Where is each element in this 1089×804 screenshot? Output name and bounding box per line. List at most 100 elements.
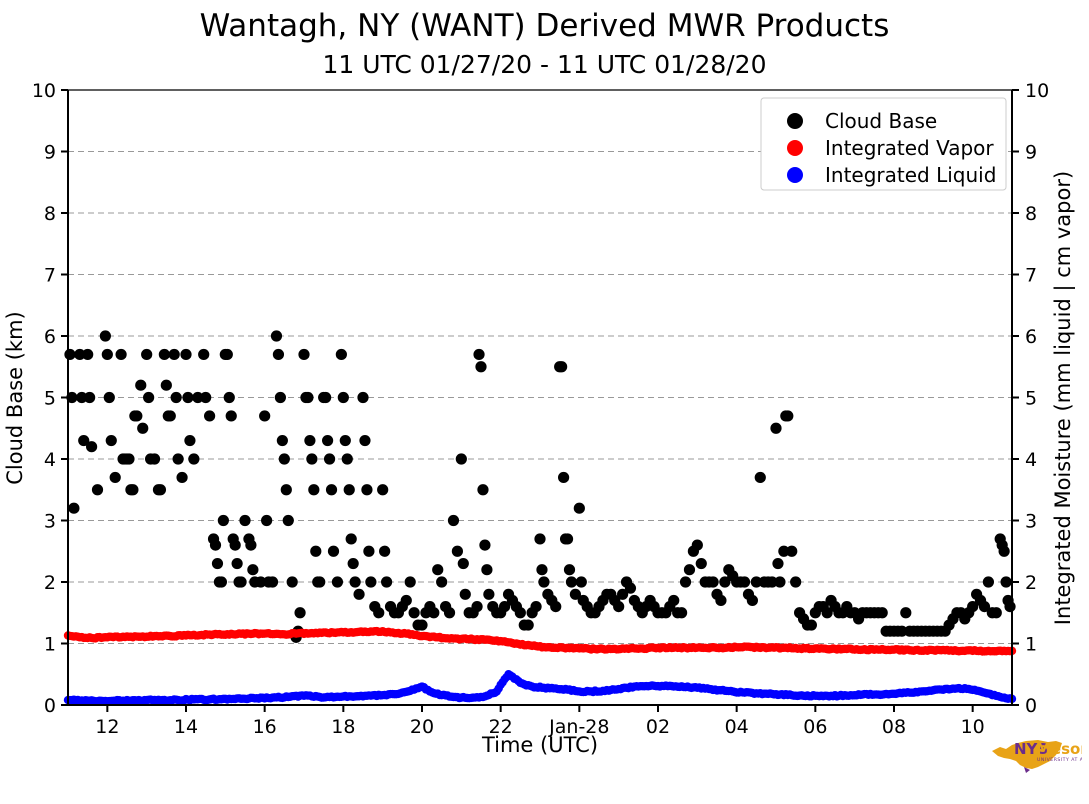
x-tick-label: 04: [725, 716, 749, 738]
data-point: [379, 546, 390, 557]
data-point: [806, 619, 817, 630]
data-point: [428, 607, 439, 618]
data-point: [239, 515, 250, 526]
data-point: [373, 607, 384, 618]
data-point: [558, 472, 569, 483]
data-point: [64, 349, 75, 360]
data-point: [344, 484, 355, 495]
y2-tick-label: 5: [1025, 388, 1037, 410]
data-point: [692, 540, 703, 551]
data-point: [786, 546, 797, 557]
series-integrated-vapor: [64, 627, 1016, 656]
data-point: [277, 435, 288, 446]
data-point: [483, 589, 494, 600]
data-point: [1001, 576, 1012, 587]
data-point: [471, 601, 482, 612]
data-point: [359, 435, 370, 446]
data-point: [306, 453, 317, 464]
data-point: [991, 607, 1002, 618]
data-point: [324, 453, 335, 464]
data-point: [123, 453, 134, 464]
y-axis-label: Cloud Base (km): [3, 311, 27, 484]
data-point: [68, 503, 79, 514]
data-point: [625, 583, 636, 594]
series-cloud-base: [64, 330, 1015, 643]
y2-tick-label: 8: [1025, 203, 1037, 225]
chart-figure: Wantagh, NY (WANT) Derived MWR Products …: [0, 0, 1089, 804]
data-point: [534, 533, 545, 544]
data-point: [173, 453, 184, 464]
data-point: [271, 330, 282, 341]
logo-mesonet-text: Mesonet: [1036, 740, 1082, 758]
x-tick-label: 18: [331, 716, 355, 738]
data-point: [82, 349, 93, 360]
data-point: [226, 410, 237, 421]
data-point: [342, 453, 353, 464]
data-point: [84, 392, 95, 403]
data-point: [302, 392, 313, 403]
x-tick-label: 06: [803, 716, 827, 738]
data-point: [314, 576, 325, 587]
data-point: [102, 349, 113, 360]
data-point: [782, 410, 793, 421]
y2-tick-label: 4: [1025, 449, 1037, 471]
data-point: [770, 423, 781, 434]
data-point: [353, 589, 364, 600]
y-tick-label: 0: [44, 695, 56, 717]
data-point: [739, 576, 750, 587]
data-point: [377, 484, 388, 495]
data-point: [536, 564, 547, 575]
data-point: [515, 607, 526, 618]
data-point: [680, 576, 691, 587]
data-point: [444, 607, 455, 618]
data-point: [409, 607, 420, 618]
data-point: [92, 484, 103, 495]
x-tick-label: 20: [410, 716, 434, 738]
data-point: [381, 576, 392, 587]
data-point: [176, 472, 187, 483]
legend-label-integrated-vapor: Integrated Vapor: [825, 136, 994, 160]
data-point: [287, 576, 298, 587]
plot-area: 01234567891001234567891012 14 16 18 20 22 Jan-…: [0, 0, 1089, 804]
data-point: [983, 576, 994, 587]
data-point: [141, 349, 152, 360]
data-point: [131, 410, 142, 421]
data-point: [774, 576, 785, 587]
legend-marker-cloud-base: [787, 113, 803, 129]
data-point: [715, 595, 726, 606]
data-point: [576, 576, 587, 587]
y-tick-label: 7: [44, 265, 56, 287]
x-tick-label: 02: [646, 716, 670, 738]
data-point: [267, 576, 278, 587]
data-point: [104, 392, 115, 403]
data-point: [556, 361, 567, 372]
data-point: [281, 484, 292, 495]
data-point: [336, 349, 347, 360]
y-tick-label: 10: [32, 80, 56, 102]
data-series-layer: [64, 330, 1016, 705]
data-point: [564, 564, 575, 575]
data-point: [304, 435, 315, 446]
data-point: [481, 564, 492, 575]
data-point: [212, 558, 223, 569]
x-tick-label: 14: [174, 716, 198, 738]
data-point: [218, 515, 229, 526]
data-point: [143, 392, 154, 403]
data-point: [216, 576, 227, 587]
data-point: [460, 589, 471, 600]
y2-tick-label: 1: [1025, 634, 1037, 656]
data-point: [574, 503, 585, 514]
data-point: [210, 540, 221, 551]
y2-axis-label: Integrated Moisture (mm liquid | cm vapo…: [1051, 171, 1076, 625]
data-point: [432, 564, 443, 575]
data-point: [436, 576, 447, 587]
data-point: [200, 392, 211, 403]
data-point: [566, 576, 577, 587]
data-point: [294, 607, 305, 618]
chart-legend[interactable]: Cloud Base Integrated Vapor Integrated Liq…: [761, 98, 1006, 190]
data-point: [182, 392, 193, 403]
data-point: [116, 349, 127, 360]
data-point: [273, 349, 284, 360]
data-point: [245, 540, 256, 551]
data-point: [676, 607, 687, 618]
